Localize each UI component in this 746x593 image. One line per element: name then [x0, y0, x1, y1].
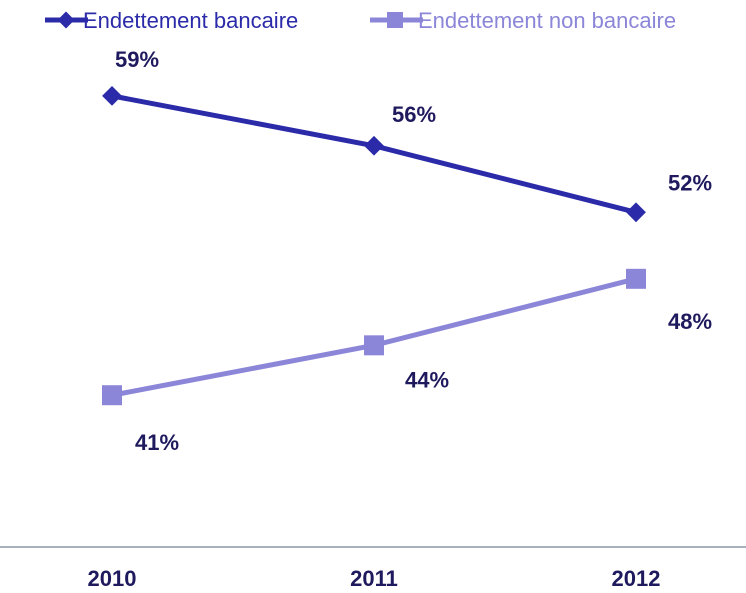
- legend-label-non-bancaire: Endettement non bancaire: [418, 8, 676, 33]
- data-label-non-bancaire-2010: 41%: [135, 430, 179, 455]
- legend: Endettement bancaire Endettement non ban…: [45, 8, 676, 33]
- x-tick-label-2012: 2012: [612, 566, 661, 591]
- data-label-bancaire-2012: 52%: [668, 170, 712, 195]
- x-tick-label-2010: 2010: [88, 566, 137, 591]
- data-point-bancaire-2011: [364, 135, 384, 156]
- legend-item-non-bancaire: Endettement non bancaire: [370, 8, 676, 33]
- legend-marker-non-bancaire: [387, 12, 403, 28]
- x-tick-label-2011: 2011: [350, 566, 398, 591]
- data-label-bancaire-2010: 59%: [115, 47, 159, 72]
- series-layer: 59% 56% 52% 41% 44% 48%: [102, 47, 712, 455]
- data-label-non-bancaire-2012: 48%: [668, 309, 712, 334]
- data-point-non-bancaire-2012: [626, 268, 646, 289]
- legend-item-bancaire: Endettement bancaire: [45, 8, 298, 33]
- legend-label-bancaire: Endettement bancaire: [83, 8, 298, 33]
- legend-marker-bancaire: [57, 11, 75, 29]
- data-label-bancaire-2011: 56%: [392, 102, 436, 127]
- data-point-bancaire-2012: [626, 202, 646, 223]
- data-point-bancaire-2010: [102, 85, 122, 106]
- data-label-non-bancaire-2011: 44%: [405, 367, 449, 392]
- data-point-non-bancaire-2011: [364, 335, 384, 356]
- x-tick-labels: 2010 2011 2012: [88, 566, 661, 591]
- data-point-non-bancaire-2010: [102, 385, 122, 406]
